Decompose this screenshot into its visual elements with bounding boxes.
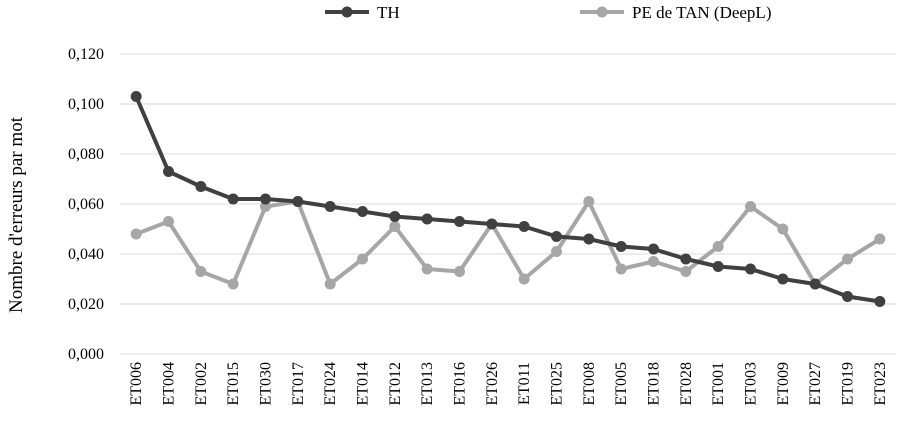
y-tick-label: 0,000 [68, 346, 104, 363]
data-point [163, 166, 174, 177]
x-tick-label: ET025 [549, 362, 566, 406]
data-point [421, 213, 433, 225]
data-point [260, 193, 271, 205]
data-point [842, 253, 853, 265]
x-tick-label: ET006 [128, 362, 145, 406]
data-point [745, 201, 756, 212]
x-tick-label: ET005 [613, 362, 630, 406]
data-point [518, 273, 530, 285]
data-point [421, 263, 433, 275]
y-tick-label: 0,080 [68, 146, 104, 163]
legend-label: PE de TAN (DeepL) [632, 3, 771, 22]
data-point [615, 241, 627, 252]
gridlines [120, 53, 896, 355]
data-point [874, 296, 886, 307]
x-tick-label: ET028 [678, 362, 695, 406]
legend-swatch-marker [596, 6, 608, 18]
legend-item: TH [325, 3, 400, 22]
data-point [389, 221, 401, 232]
legend: TH PE de TAN (DeepL) [325, 3, 771, 22]
data-point [195, 181, 207, 192]
data-point [777, 273, 789, 285]
x-tick-label: ET016 [452, 362, 469, 406]
data-point [130, 228, 142, 240]
x-tick-label: ET030 [258, 362, 275, 406]
x-tick-label: ET009 [775, 362, 792, 406]
data-point [615, 263, 627, 275]
x-tick-label: ET024 [322, 362, 339, 406]
x-tick-label: ET018 [646, 362, 663, 406]
x-tick-label: ET003 [743, 362, 760, 406]
y-axis-title: Nombre d'erreurs par mot [6, 116, 27, 313]
data-point [551, 246, 562, 257]
data-point [163, 216, 174, 227]
y-tick-label: 0,040 [68, 246, 104, 263]
data-point [195, 266, 207, 277]
data-point [648, 243, 659, 255]
data-point [712, 261, 724, 272]
data-point [809, 278, 821, 290]
data-point [551, 231, 562, 242]
y-tick-label: 0,100 [68, 96, 104, 113]
data-point [454, 266, 465, 277]
data-point [680, 266, 692, 277]
data-point [583, 233, 595, 245]
data-point [324, 201, 336, 212]
legend-label: TH [377, 3, 400, 22]
legend-item: PE de TAN (DeepL) [580, 3, 771, 22]
x-tick-label: ET011 [516, 362, 533, 405]
x-tick-label: ET012 [387, 362, 404, 406]
data-point [874, 233, 886, 245]
x-tick-label: ET002 [193, 362, 210, 406]
x-tick-label: ET019 [840, 362, 857, 406]
x-tick-label: ET023 [872, 362, 889, 406]
x-tick-label: ET013 [419, 362, 436, 406]
data-point [130, 91, 142, 102]
y-tick-label: 0,020 [68, 296, 104, 313]
y-axis-tick-labels: 0,000 0,020 0,040 0,060 0,080 0,100 0,120 [68, 46, 104, 363]
x-tick-label: ET014 [355, 362, 372, 406]
x-tick-label: ET008 [581, 362, 598, 406]
y-tick-label: 0,060 [68, 196, 104, 213]
series-line [135, 199, 881, 286]
data-point [745, 263, 756, 275]
legend-swatch-marker [341, 6, 353, 18]
data-point [324, 278, 336, 290]
x-tick-label: ET015 [225, 362, 242, 406]
x-axis-tick-labels: ET006 ET004 ET002 ET015 ET030 ET017 ET024 ET014… [128, 362, 889, 406]
data-point [292, 196, 304, 207]
data-point [357, 253, 368, 265]
data-point [842, 291, 853, 302]
y-tick-label: 0,120 [68, 46, 104, 63]
x-tick-label: ET004 [161, 362, 178, 406]
data-point [777, 223, 789, 235]
x-tick-label: ET001 [710, 362, 727, 406]
data-point [454, 216, 465, 227]
x-tick-label: ET027 [807, 362, 824, 406]
data-point [712, 241, 724, 252]
data-point [680, 253, 692, 265]
data-point [518, 221, 530, 232]
data-point [648, 256, 659, 267]
data-point [227, 278, 239, 290]
series-pe-de-tan-deepl [130, 196, 886, 290]
data-point [486, 218, 498, 230]
series-lines [130, 91, 886, 307]
x-tick-label: ET026 [484, 362, 501, 406]
data-point [389, 211, 401, 222]
x-tick-label: ET017 [290, 362, 307, 406]
data-point [227, 193, 239, 205]
series-line [134, 95, 881, 304]
data-point [357, 206, 368, 217]
series-th [130, 91, 886, 307]
data-point [583, 196, 595, 207]
